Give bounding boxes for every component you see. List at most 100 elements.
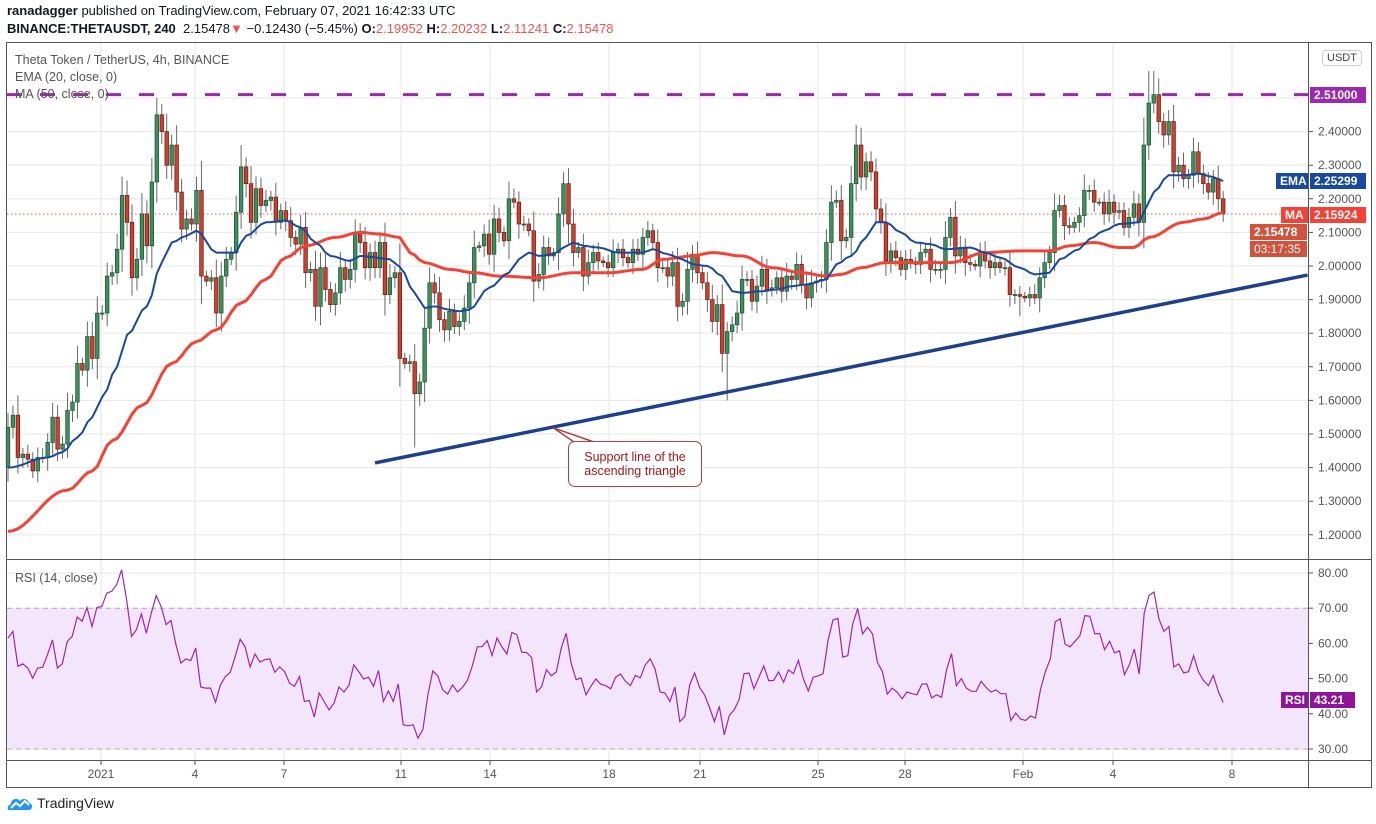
candle-body [377, 242, 383, 269]
candle-body [80, 363, 85, 371]
price-axis[interactable]: 2.40000 2.30000 2.20000 2.10000 2.00000 1.900… [1308, 125, 1362, 542]
candle-body [253, 188, 259, 223]
candle-down [1216, 165, 1221, 211]
candle-body [362, 242, 368, 269]
tradingview-logo[interactable]: TradingView [7, 795, 114, 811]
candle-up [253, 176, 259, 235]
price-tick-label: 1.80000 [1318, 326, 1362, 340]
candle-up [1166, 110, 1171, 146]
time-axis[interactable]: 2021 4 7 11 14 18 21 25 28 Feb 4 8 [88, 760, 1236, 781]
candle-down [328, 281, 333, 313]
publish-info: ranadagger published on TradingView.com,… [7, 3, 456, 18]
candle-body [968, 262, 973, 265]
candle-body [412, 361, 417, 395]
candle-down [839, 185, 844, 261]
last-price-badge: 2.15478 [1250, 224, 1307, 240]
candle-body [1102, 201, 1107, 215]
candle-down [625, 252, 631, 268]
candle-up [630, 239, 636, 275]
candle-up [392, 266, 398, 289]
support-trendline[interactable] [374, 273, 1308, 465]
candle-body [293, 237, 298, 245]
candle-body [417, 381, 422, 395]
candle-body [124, 195, 130, 223]
candle-up [35, 447, 40, 483]
candle-down [868, 151, 874, 182]
ema-value-badge: 2.25299 [1310, 173, 1366, 189]
candle-body [159, 114, 164, 132]
price-tick-label: 2.10000 [1318, 225, 1362, 239]
candle-up [119, 176, 125, 273]
candle-up [978, 242, 983, 278]
candle-body [987, 260, 993, 269]
candle-body [680, 300, 685, 307]
candle-up [491, 204, 497, 273]
candle-up [10, 405, 16, 439]
candle-body [45, 442, 50, 458]
candle-body [997, 262, 1003, 269]
candle-body [278, 210, 283, 223]
candle-up [308, 261, 313, 282]
candle-down [362, 226, 368, 280]
candle-body [868, 161, 874, 173]
candle-up [844, 228, 849, 249]
legend-ma[interactable]: MA (50, close, 0) [15, 87, 109, 101]
candle-body [189, 218, 194, 225]
rsi-tick-label: 50.00 [1318, 672, 1348, 686]
candle-up [521, 215, 526, 231]
candle-down [1092, 179, 1097, 212]
candle-down [486, 219, 492, 265]
candle-down [1022, 291, 1027, 303]
time-tick-label: 14 [483, 767, 497, 781]
rsi-label-badge: RSI [1281, 692, 1308, 708]
candle-body [501, 232, 507, 242]
candle-body [139, 213, 145, 260]
candle-up [234, 195, 239, 271]
candle-body [1002, 267, 1008, 270]
candle-body [452, 311, 457, 327]
candle-body [1072, 221, 1077, 228]
candle-down [873, 158, 879, 223]
candle-up [923, 244, 928, 258]
candle-up [105, 262, 110, 327]
candle-down [496, 207, 502, 243]
candle-down [303, 211, 308, 289]
candle-body [179, 191, 184, 230]
candle-up [1002, 260, 1008, 276]
time-tick-label: 28 [898, 767, 912, 781]
candle-up [95, 296, 100, 380]
rsi-title[interactable]: RSI (14, close) [15, 571, 98, 585]
chart-frame [6, 42, 1372, 788]
candle-body [283, 210, 288, 221]
candle-down [437, 276, 442, 332]
candle-down [273, 182, 278, 236]
candle-body [209, 277, 214, 282]
candle-down [90, 321, 95, 370]
price-tick-label: 1.30000 [1318, 494, 1362, 508]
candle-up [169, 134, 174, 180]
candle-up [744, 271, 750, 287]
candle-body [873, 171, 879, 210]
candle-body [863, 161, 869, 178]
candle-body [119, 195, 125, 250]
candle-body [164, 131, 169, 166]
candle-up [60, 436, 65, 459]
candle-body [20, 453, 26, 458]
rsi-axis[interactable]: 80.00 70.00 60.00 50.00 40.00 30.00 [1308, 566, 1348, 756]
price-tick-label: 1.40000 [1318, 461, 1362, 475]
author[interactable]: ranadagger [7, 3, 78, 18]
candle-body [204, 275, 209, 282]
candle-body [834, 200, 839, 203]
candle-body [670, 262, 675, 277]
annotation-callout[interactable]: Support line of the ascending triangle [568, 441, 702, 487]
candle-down [1121, 202, 1127, 236]
candle-body [1131, 203, 1137, 218]
candle-body [665, 267, 670, 277]
candle-body [720, 304, 725, 354]
candle-body [397, 272, 402, 359]
currency-label[interactable]: USDT [1322, 50, 1362, 66]
candle-down [15, 395, 21, 474]
legend-ema[interactable]: EMA (20, close, 0) [15, 70, 117, 84]
candle-body [799, 263, 804, 285]
